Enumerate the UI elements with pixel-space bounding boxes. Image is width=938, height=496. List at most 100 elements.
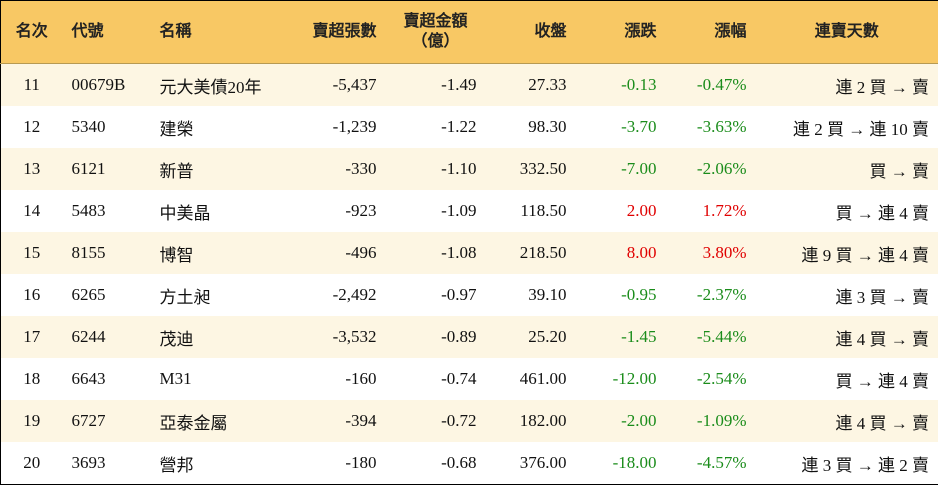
table-cell: 6121 [62,148,151,190]
table-cell: 6244 [62,316,151,358]
column-header: 漲跌 [575,0,666,64]
table-cell: -0.97 [385,274,486,316]
table-cell: 買 → 連 4 賣 [755,358,938,400]
table-cell: -1.09 [385,190,486,232]
table-cell: -1,239 [280,106,386,148]
table-cell: M31 [150,358,281,400]
table-cell: 茂迪 [150,316,281,358]
table-cell: 中美晶 [150,190,281,232]
table-cell: 2.00 [575,190,666,232]
table-cell: 連 9 買 → 連 4 賣 [755,232,938,274]
table-row: 13 6121 新普 -330 -1.10 332.50 -7.00 -2.06% 買 → 賣 [0,148,938,190]
table-cell: 461.00 [485,358,576,400]
table-row: 12 5340 建榮 -1,239 -1.22 98.30 -3.70 -3.63% 連 2 買… [0,106,938,148]
table-cell: -923 [280,190,386,232]
table-row: 15 8155 博智 -496 -1.08 218.50 8.00 3.80% 連 9 買 → … [0,232,938,274]
table-cell: 16 [0,274,63,316]
table-cell: 5483 [62,190,151,232]
table-cell: 15 [0,232,63,274]
table-cell: 營邦 [150,442,281,485]
table-row: 16 6265 方土昶 -2,492 -0.97 39.10 -0.95 -2.37% 連 3 … [0,274,938,316]
table-body: 11 00679B 元大美債20年 -5,437 -1.49 27.33 -0.13 -0.4… [0,63,938,485]
table-cell: 新普 [150,148,281,190]
column-header: 漲幅 [665,0,756,64]
table-cell: 元大美債20年 [150,63,281,106]
table-cell: -2,492 [280,274,386,316]
column-header: 名稱 [150,0,281,64]
table-cell: -12.00 [575,358,666,400]
table-cell: 182.00 [485,400,576,442]
table-cell: 連 3 買 → 賣 [755,274,938,316]
table-cell: -0.89 [385,316,486,358]
column-header: 名次 [0,0,63,64]
table-cell: 8155 [62,232,151,274]
table-cell: 連 2 買 → 賣 [755,63,938,106]
table-cell: 8.00 [575,232,666,274]
table-cell: 332.50 [485,148,576,190]
table-cell: -0.74 [385,358,486,400]
table-cell: 12 [0,106,63,148]
table-cell: 3.80% [665,232,756,274]
table-cell: -1.45 [575,316,666,358]
table-cell: -5.44% [665,316,756,358]
table-cell: -2.00 [575,400,666,442]
table-cell: 5340 [62,106,151,148]
ranking-table: 名次 代號 名稱 賣超張數 賣超金額 （億） 收盤 漲跌 漲幅 連賣天數 11 00679B 元大美債… [0,0,938,485]
table-cell: 博智 [150,232,281,274]
table-cell: -496 [280,232,386,274]
table-cell: -2.54% [665,358,756,400]
table-cell: -1.08 [385,232,486,274]
table-cell: 25.20 [485,316,576,358]
table-cell: 1.72% [665,190,756,232]
table-cell: 連 4 買 → 賣 [755,316,938,358]
table-cell: -4.57% [665,442,756,485]
table-cell: -0.72 [385,400,486,442]
table-cell: 3693 [62,442,151,485]
table-cell: -3,532 [280,316,386,358]
table-cell: 亞泰金屬 [150,400,281,442]
header-line: （億） [411,33,460,50]
column-header: 連賣天數 [755,0,938,64]
table-cell: 6643 [62,358,151,400]
table-cell: 13 [0,148,63,190]
table-cell: 39.10 [485,274,576,316]
table-cell: 連 4 買 → 賣 [755,400,938,442]
table-row: 17 6244 茂迪 -3,532 -0.89 25.20 -1.45 -5.44% 連 4 買… [0,316,938,358]
table-cell: 14 [0,190,63,232]
column-header: 代號 [62,0,151,64]
table-cell: -1.09% [665,400,756,442]
table-cell: -394 [280,400,386,442]
table-row: 19 6727 亞泰金屬 -394 -0.72 182.00 -2.00 -1.09% 連 4 … [0,400,938,442]
table-cell: 20 [0,442,63,485]
table-cell: -7.00 [575,148,666,190]
table-cell: 118.50 [485,190,576,232]
table-cell: 18 [0,358,63,400]
column-header: 收盤 [485,0,576,64]
table-cell: 買 → 賣 [755,148,938,190]
column-header: 賣超張數 [280,0,386,64]
table-cell: -0.95 [575,274,666,316]
table-cell: 6727 [62,400,151,442]
table-cell: -1.49 [385,63,486,106]
header-line: 賣超金額 [403,13,468,30]
table-cell: -180 [280,442,386,485]
table-cell: 218.50 [485,232,576,274]
column-header: 賣超金額 （億） [385,0,486,64]
table-cell: 6265 [62,274,151,316]
table-cell: 連 2 買 → 連 10 賣 [755,106,938,148]
table-cell: -3.63% [665,106,756,148]
table-cell: -0.68 [385,442,486,485]
table-cell: -0.47% [665,63,756,106]
table-cell: 建榮 [150,106,281,148]
table-row: 11 00679B 元大美債20年 -5,437 -1.49 27.33 -0.13 -0.4… [0,63,938,106]
table-cell: -18.00 [575,442,666,485]
header-row: 名次 代號 名稱 賣超張數 賣超金額 （億） 收盤 漲跌 漲幅 連賣天數 [0,0,938,64]
table-cell: -0.13 [575,63,666,106]
table-cell: 19 [0,400,63,442]
table-cell: 連 3 買 → 連 2 賣 [755,442,938,485]
table-cell: 方土昶 [150,274,281,316]
table-cell: 376.00 [485,442,576,485]
table-row: 20 3693 營邦 -180 -0.68 376.00 -18.00 -4.57% 連 3 買… [0,442,938,485]
table-row: 14 5483 中美晶 -923 -1.09 118.50 2.00 1.72% 買 → 連 4… [0,190,938,232]
table-cell: -5,437 [280,63,386,106]
